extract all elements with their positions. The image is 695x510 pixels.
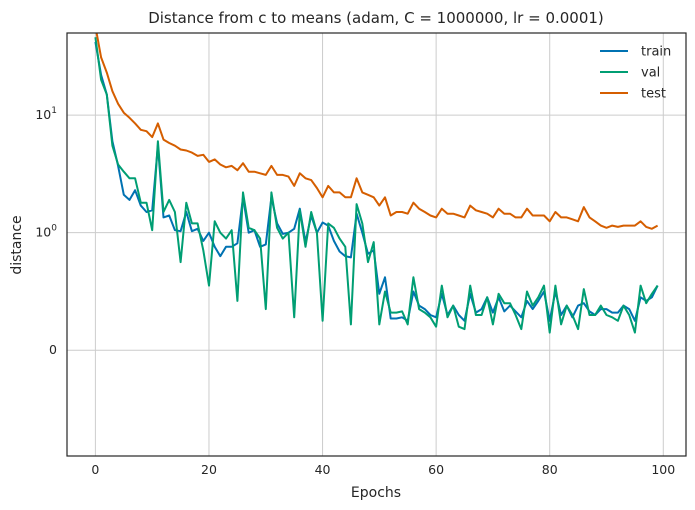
series-group xyxy=(94,33,659,334)
y-tick-base: 10 xyxy=(35,107,51,122)
x-tick-label: 0 xyxy=(91,462,99,477)
y-tick-label: 0 xyxy=(49,342,57,357)
chart-title: Distance from c to means (adam, C = 1000… xyxy=(148,9,604,27)
y-axis-label: distance xyxy=(9,215,25,274)
series-line-val xyxy=(94,37,659,334)
legend: train val test xyxy=(600,45,671,102)
y-tick-exponent: 1 xyxy=(51,106,57,116)
y-tick-base: 0 xyxy=(49,342,57,357)
y-tick-exponent: 0 xyxy=(51,224,57,234)
x-tick-label: 60 xyxy=(428,462,444,477)
plot-frame xyxy=(66,32,687,457)
y-tick-label: 101 xyxy=(35,106,57,122)
y-tick-base: 10 xyxy=(35,225,51,240)
x-tick-labels: 0 20 40 60 80 100 xyxy=(91,462,675,477)
x-tick-label: 40 xyxy=(315,462,331,477)
legend-label-val: val xyxy=(641,66,660,81)
legend-label-train: train xyxy=(641,45,671,60)
series-line-test xyxy=(95,33,659,230)
grid xyxy=(67,33,686,456)
y-tick-label: 100 xyxy=(35,224,57,240)
x-tick-label: 80 xyxy=(542,462,558,477)
x-tick-label: 20 xyxy=(201,462,217,477)
x-tick-label: 100 xyxy=(651,462,675,477)
legend-label-test: test xyxy=(641,87,666,102)
x-axis-label: Epochs xyxy=(351,485,401,501)
